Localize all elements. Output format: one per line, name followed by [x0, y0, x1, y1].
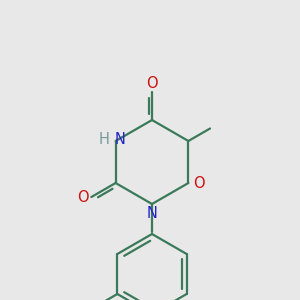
Text: O: O — [194, 176, 205, 190]
Text: H: H — [99, 133, 110, 148]
Text: N: N — [147, 206, 158, 221]
Text: O: O — [146, 76, 158, 91]
Text: N: N — [115, 133, 125, 148]
Text: O: O — [77, 190, 88, 205]
